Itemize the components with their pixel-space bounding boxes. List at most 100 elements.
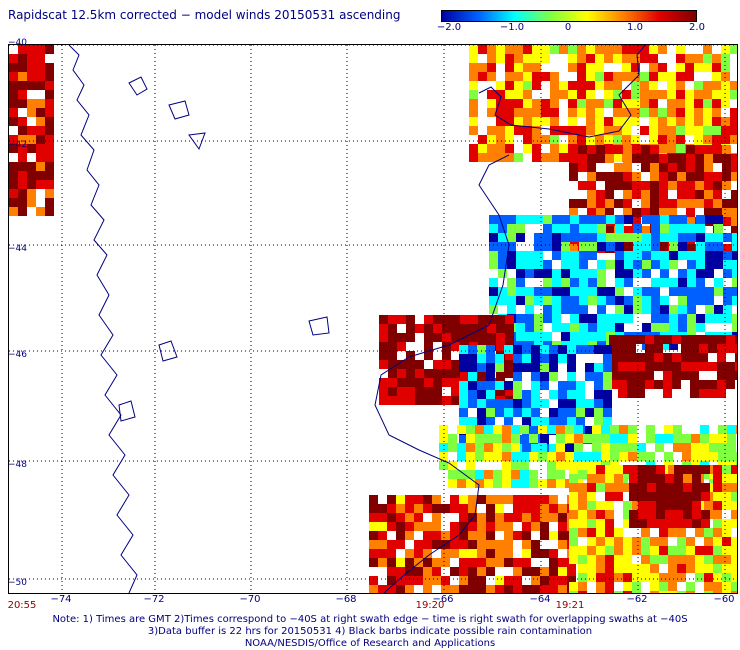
wind-cell (731, 555, 737, 564)
wind-cell (505, 72, 514, 81)
wind-cell (552, 242, 561, 251)
wind-cell (459, 504, 468, 513)
island-5 (158, 340, 178, 362)
wind-cell (622, 63, 631, 72)
wind-cell (27, 189, 36, 198)
wind-cell (505, 81, 514, 90)
wind-cell (496, 117, 505, 126)
wind-cell (699, 344, 708, 353)
wind-cell (730, 135, 737, 144)
wind-cell (587, 181, 596, 190)
wind-cell (531, 408, 540, 417)
wind-cell (577, 54, 586, 63)
wind-cell (640, 90, 649, 99)
wind-cell (442, 369, 451, 378)
wind-cell (595, 135, 604, 144)
wind-cell (414, 495, 423, 504)
wind-cell (605, 528, 614, 537)
wind-cell (587, 501, 596, 510)
wind-cell (650, 591, 659, 593)
wind-cell (595, 72, 604, 81)
wind-cell (387, 522, 396, 531)
wind-cell (531, 549, 540, 558)
wind-cell (475, 479, 484, 488)
wind-cell (613, 72, 622, 81)
wind-cell (513, 558, 522, 567)
wind-cell (489, 251, 498, 260)
wind-cell (441, 549, 450, 558)
wind-cell (658, 126, 667, 135)
wind-cell (664, 452, 673, 461)
wind-cell (534, 215, 543, 224)
wind-cell (604, 90, 613, 99)
wind-cell (587, 474, 596, 483)
wind-cell (45, 117, 54, 126)
wind-cell (18, 144, 27, 153)
wind-cell (722, 528, 731, 537)
wind-cell (676, 90, 685, 99)
wind-cell (623, 564, 632, 573)
wind-cell (520, 425, 529, 434)
wind-cell (576, 417, 585, 426)
wind-cell (588, 251, 597, 260)
wind-cell (502, 434, 511, 443)
wind-cell (459, 495, 468, 504)
wind-cell (695, 546, 704, 555)
wind-cell (498, 260, 507, 269)
wind-cell (567, 345, 576, 354)
wind-cell (619, 470, 628, 479)
wind-cell (511, 479, 520, 488)
wind-cell (703, 108, 712, 117)
wind-cell (489, 233, 498, 242)
wind-cell (603, 408, 612, 417)
wind-cell (415, 378, 424, 387)
wind-cell (641, 181, 650, 190)
wind-cell (578, 555, 587, 564)
wind-cell (459, 585, 468, 593)
wind-cell (570, 332, 579, 341)
wind-cell (636, 371, 645, 380)
wind-cell (618, 362, 627, 371)
wind-cell (405, 549, 414, 558)
wind-cell (538, 425, 547, 434)
wind-cell (686, 546, 695, 555)
wind-cell (610, 425, 619, 434)
wind-cell (647, 492, 656, 501)
wind-cell (677, 154, 686, 163)
wind-cell (507, 296, 516, 305)
wind-cell (45, 189, 54, 198)
wind-cell (495, 576, 504, 585)
wind-cell (495, 363, 504, 372)
wind-cell (645, 335, 654, 344)
wind-cell (614, 145, 623, 154)
wind-cell (614, 181, 623, 190)
wind-cell (415, 387, 424, 396)
wind-cell (505, 369, 514, 378)
wind-cell (704, 555, 713, 564)
wind-cell (493, 434, 502, 443)
wind-cell (414, 576, 423, 585)
wind-cell (632, 217, 641, 226)
wind-cell (484, 425, 493, 434)
wind-cell (514, 153, 523, 162)
wind-cell (369, 504, 378, 513)
wind-cell (681, 344, 690, 353)
wind-cell (694, 126, 703, 135)
wind-cell (667, 126, 676, 135)
wind-cell (450, 549, 459, 558)
wind-cell (538, 443, 547, 452)
wind-cell (731, 573, 737, 582)
wind-cell (659, 528, 668, 537)
wind-cell (594, 417, 603, 426)
wind-cell (540, 576, 549, 585)
wind-cell (712, 108, 721, 117)
wind-cell (650, 537, 659, 546)
wind-cell (469, 81, 478, 90)
wind-cell (664, 434, 673, 443)
wind-cell (568, 90, 577, 99)
wind-cell (36, 162, 45, 171)
wind-cell (633, 296, 642, 305)
wind-cell (655, 443, 664, 452)
wind-cell (487, 54, 496, 63)
wind-cell (498, 296, 507, 305)
